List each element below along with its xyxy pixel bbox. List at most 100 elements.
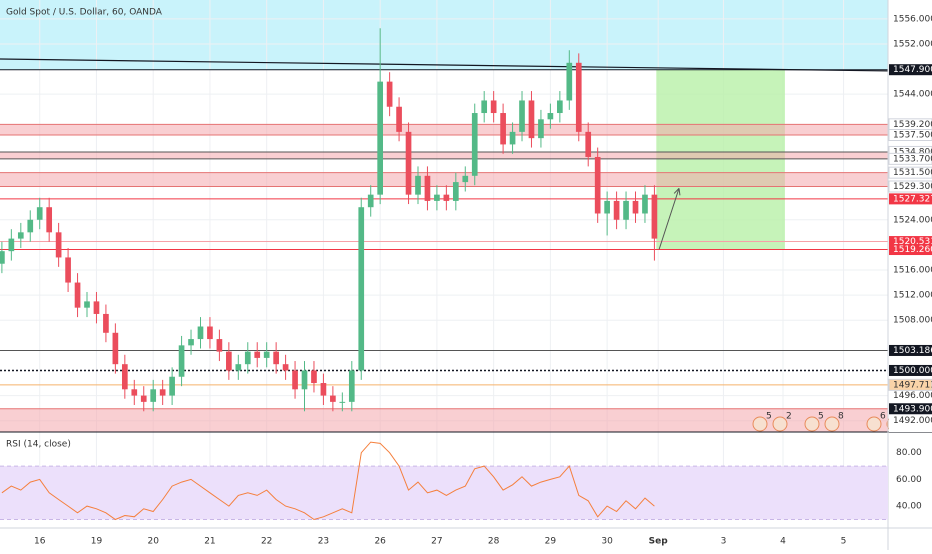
x-tick-label: 21 [204, 537, 215, 547]
level-label: 1500.000 [893, 366, 932, 376]
event-icon [866, 416, 882, 432]
level-tag [889, 403, 932, 415]
event-count: 5 [766, 412, 772, 422]
candle-body [623, 200, 629, 220]
zone [0, 151, 888, 159]
candle-body [140, 395, 147, 402]
candle-body [566, 62, 573, 101]
candle-body [547, 113, 554, 120]
level-tag [888, 180, 932, 193]
candle-body [197, 326, 204, 340]
event-count: 6 [880, 412, 886, 422]
candle-body [273, 351, 279, 365]
level-label: 1537.500 [893, 131, 932, 141]
candle-body [93, 301, 100, 314]
candle-body [538, 119, 544, 139]
candle-body [112, 332, 119, 365]
candle-body [330, 395, 336, 402]
x-tick-label: 5 [841, 537, 847, 547]
x-tick-label: 30 [601, 537, 613, 547]
candle-body [462, 175, 469, 183]
arrow [658, 188, 680, 250]
candle-body [471, 113, 478, 176]
candle-body [188, 339, 194, 346]
zone [0, 408, 888, 432]
candle-body [263, 351, 270, 358]
y-tick-label: 1492.000 [893, 416, 932, 426]
candle-body [244, 351, 251, 365]
y-tick-label: 1556.000 [893, 14, 932, 24]
x-tick-label: 28 [488, 537, 500, 547]
event-icon [824, 416, 840, 432]
candle-body [103, 313, 109, 333]
level-label: 1531.500 [893, 168, 932, 178]
candle-body [575, 62, 582, 132]
event-icon [772, 416, 788, 432]
level-label: 1533.700 [893, 154, 932, 164]
candle-body [84, 301, 90, 308]
y-tick-label: 1524.000 [893, 215, 932, 225]
candle-body [150, 389, 157, 402]
candle-body [36, 207, 43, 220]
candle-body [8, 238, 15, 252]
level-label: 1527.327 [893, 194, 932, 204]
event-icon [804, 416, 820, 432]
level-label: 1529.300 [893, 182, 932, 192]
candle-body [169, 376, 175, 396]
y-tick-label: 1544.000 [893, 90, 932, 100]
candle-body [292, 370, 298, 390]
level-label: 1519.260 [893, 245, 932, 255]
candle-body [320, 383, 327, 396]
x-tick-label: 26 [374, 537, 386, 547]
candle-body [301, 370, 308, 390]
x-tick-label: Sep [649, 537, 669, 547]
sky-zone [0, 0, 888, 70]
candle-body [452, 182, 459, 201]
event-count: 8 [838, 412, 844, 422]
x-tick-label: 23 [318, 537, 329, 547]
candle-body [17, 232, 24, 239]
candle-body [594, 156, 601, 214]
candle-body [585, 131, 592, 157]
arrow-head [673, 188, 681, 196]
candle-body [367, 194, 374, 208]
level-tag [888, 166, 932, 179]
level-label: 1493.900 [893, 404, 932, 414]
x-tick-label: 4 [780, 537, 786, 547]
level-label: 1539.200 [893, 120, 932, 130]
candle-body [509, 131, 516, 145]
candle-body [254, 351, 261, 358]
candle-body [642, 194, 648, 214]
level-label: 1547.900 [893, 65, 932, 75]
y-tick-label: 1516.000 [893, 266, 932, 276]
level-label: 1497.711 [893, 380, 932, 390]
level-tag [889, 364, 932, 376]
zone [0, 124, 888, 135]
x-tick-label: 20 [147, 537, 159, 547]
y-tick-label: 1512.000 [893, 291, 932, 301]
y-tick-label: 1552.000 [893, 39, 932, 49]
candle-body [632, 200, 639, 214]
candle-body [311, 370, 317, 384]
level-label: 1520.531 [893, 237, 932, 247]
y-tick-label: 1496.000 [893, 391, 932, 401]
x-tick-label: 29 [545, 537, 557, 547]
candle-body [348, 370, 355, 402]
x-tick-label: 19 [91, 537, 103, 547]
x-tick-label: 27 [431, 537, 442, 547]
candle-body [424, 175, 431, 201]
x-tick-label: 3 [721, 537, 727, 547]
target-box [656, 69, 785, 250]
candle-body [159, 389, 166, 396]
candle-body [55, 232, 62, 258]
level-tag [889, 193, 932, 205]
candle-body [282, 364, 289, 371]
event-count: 5 [818, 412, 824, 422]
candle-body [216, 339, 223, 352]
candle-body [481, 100, 488, 114]
event-icon [752, 416, 768, 432]
x-tick-label: 22 [261, 537, 272, 547]
candle-body [178, 345, 185, 377]
rsi-tick-label: 80.00 [896, 448, 922, 458]
level-tag [888, 152, 932, 165]
